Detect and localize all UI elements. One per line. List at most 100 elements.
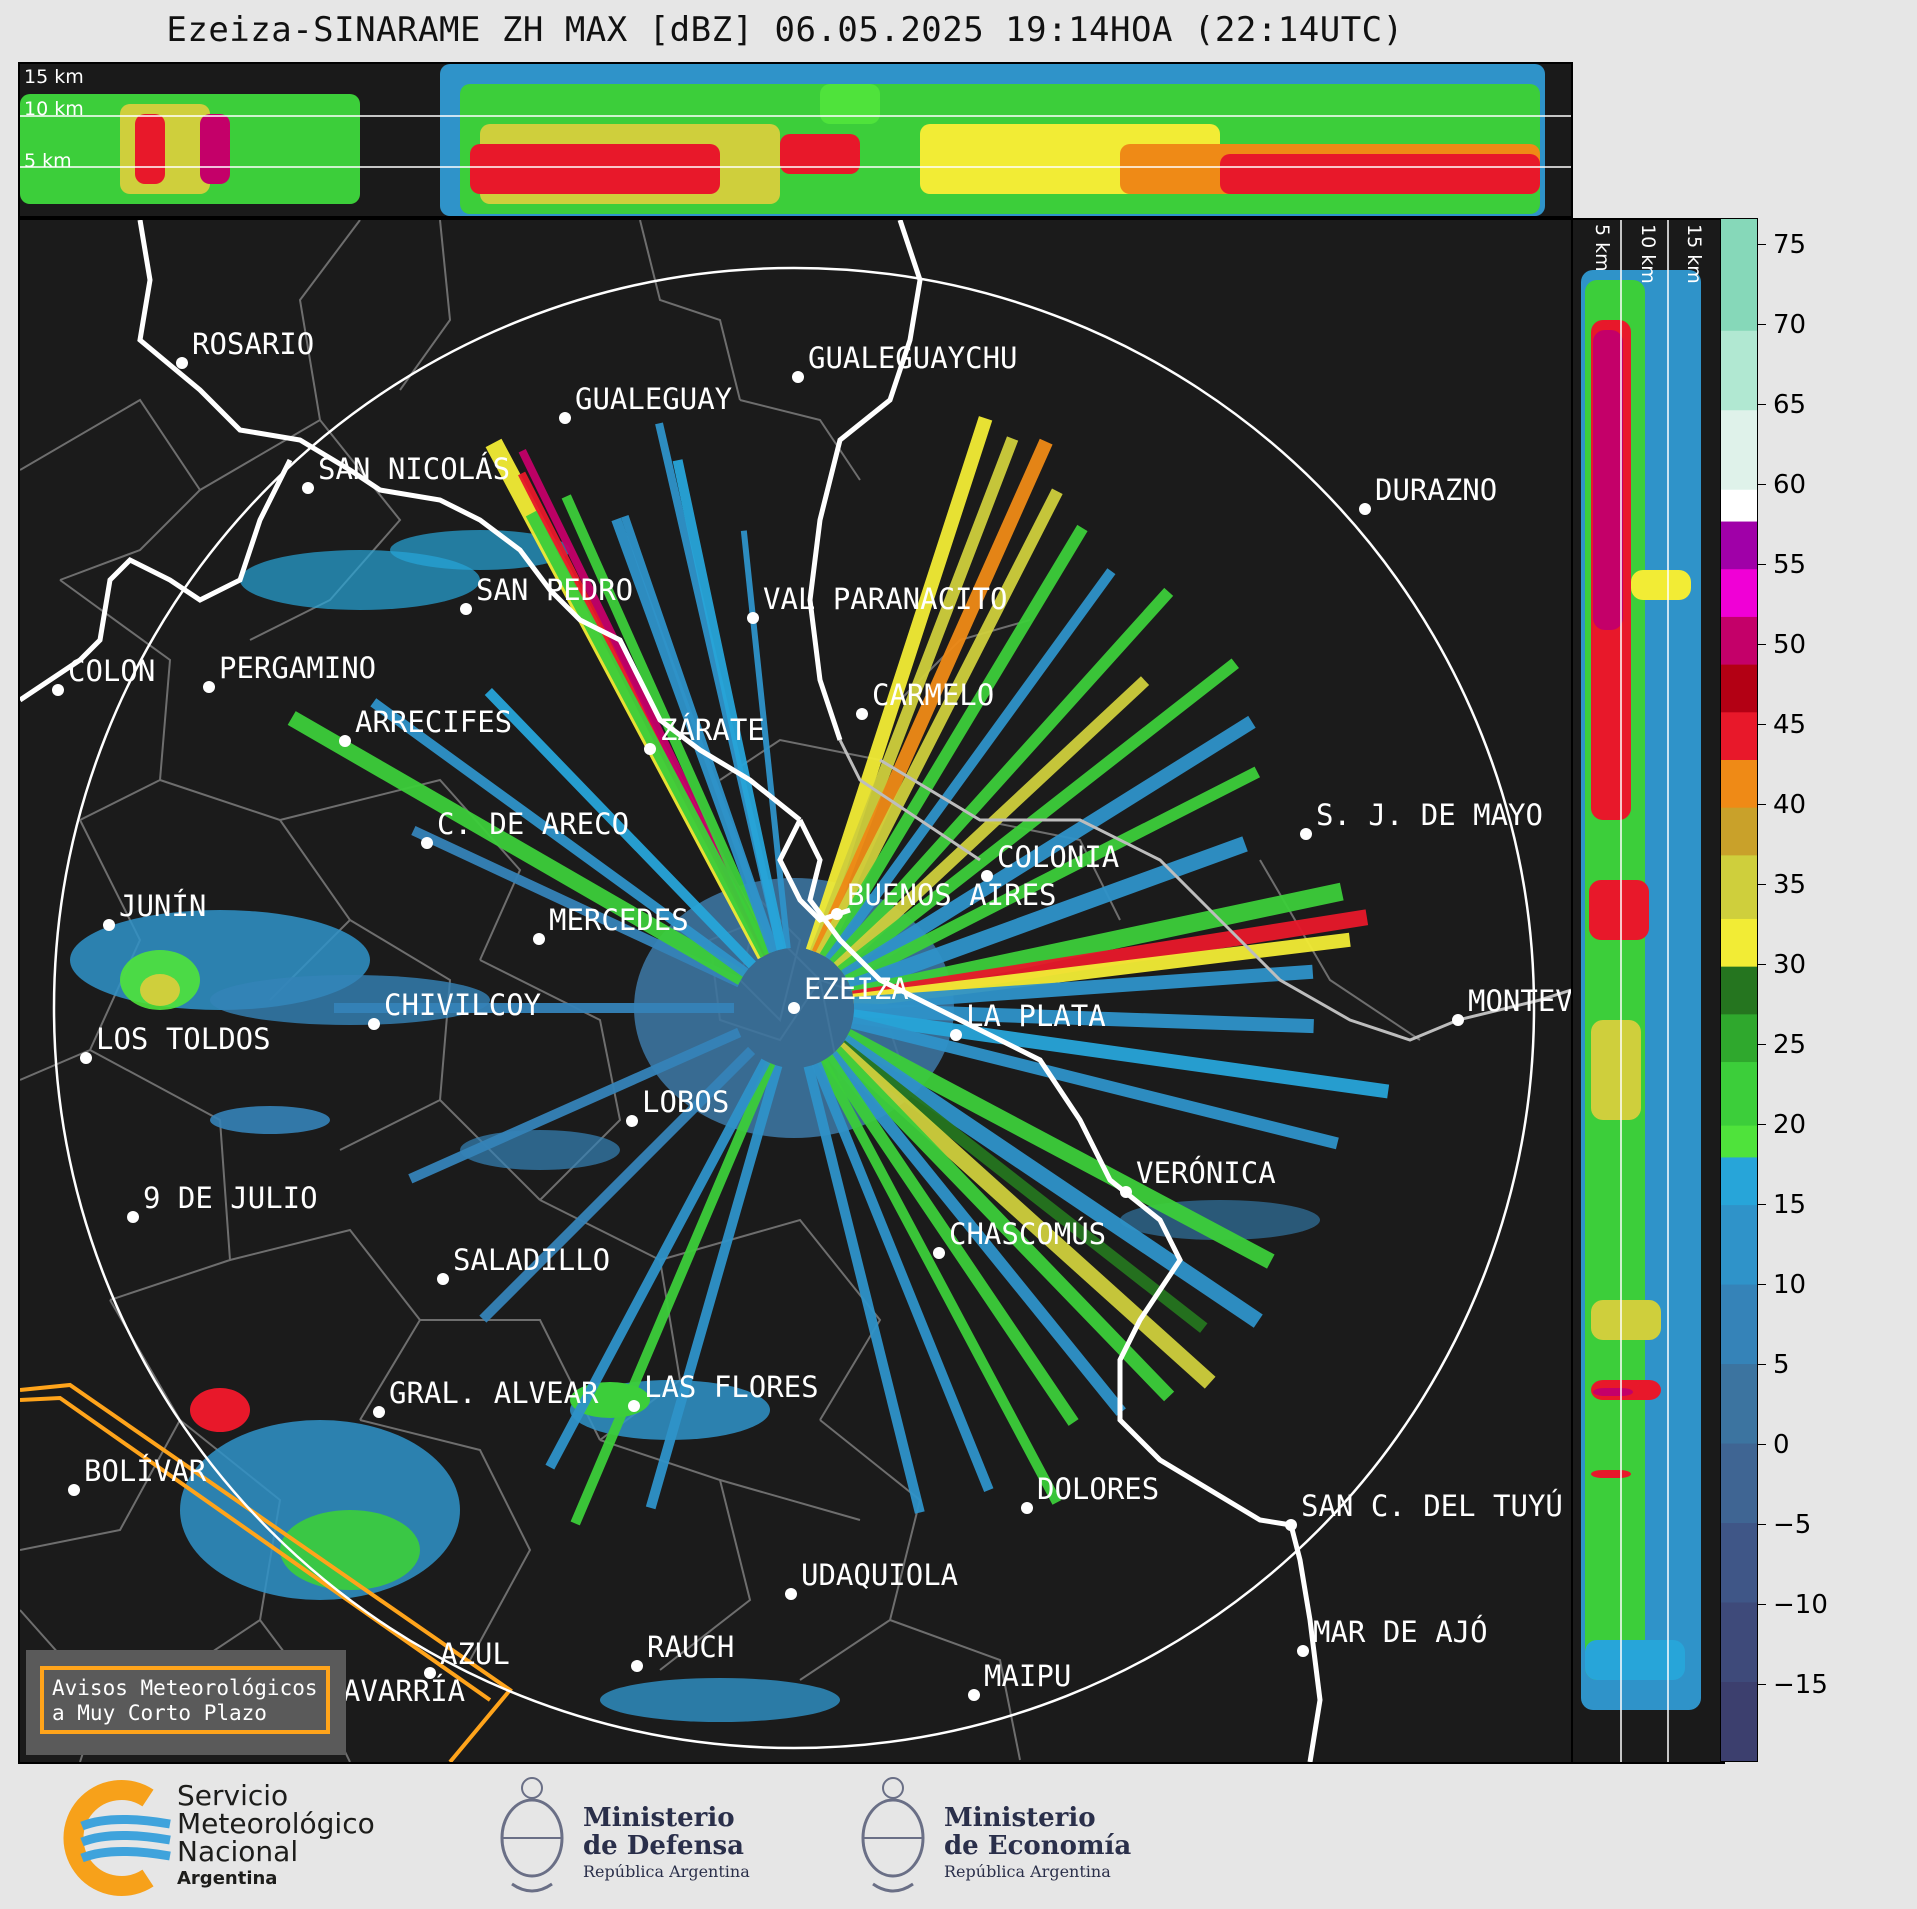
echo-area: [240, 550, 480, 610]
echo-spoke: [370, 698, 749, 977]
colorbar-band: [1721, 1363, 1757, 1444]
city-label: DURAZNO: [1375, 473, 1498, 507]
city-dot: [644, 743, 656, 755]
colorbar-band: [1721, 1061, 1757, 1126]
echo-area: [600, 1678, 840, 1722]
echo-spoke: [847, 836, 1248, 995]
economia-logo-text: Ministerio de Economía República Argenti…: [944, 1804, 1131, 1881]
admin-boundary: [719, 1479, 861, 1521]
city-dot: [1359, 503, 1371, 515]
admin-boundary: [59, 579, 172, 821]
radar-map[interactable]: ROSARIO GUALEGUAYCHU GUALEGUAY SAN NICOL…: [18, 218, 1573, 1764]
echo-area: [140, 974, 180, 1006]
cross-section-echo: [470, 144, 720, 194]
city-dot: [533, 933, 545, 945]
avisos-button[interactable]: Avisos Meteorológicos a Muy Corto Plazo: [26, 1650, 346, 1755]
city-label: CHASCOMÚS: [949, 1217, 1107, 1251]
colorbar-tick-label: 35: [1773, 870, 1807, 900]
colorbar-band: [1721, 1681, 1757, 1762]
city-label: GRAL. ALVEAR: [389, 1376, 599, 1410]
defensa-logo-text: Ministerio de Defensa República Argentin…: [583, 1804, 750, 1881]
coastline: [807, 220, 923, 741]
colorbar-tick-label: 10: [1773, 1270, 1807, 1300]
colorbar-band: [1721, 1602, 1757, 1683]
avisos-line1: Avisos Meteorológicos: [52, 1676, 318, 1700]
smn-line4: Argentina: [177, 1868, 278, 1889]
smn-logo-text: Servicio Meteorológico Nacional Argentin…: [177, 1782, 375, 1890]
cross-section-echo: [135, 114, 165, 184]
colorbar-tick-label: −10: [1773, 1590, 1828, 1620]
colorbar-tick-label: 15: [1773, 1190, 1807, 1220]
city-dot: [933, 1247, 945, 1259]
echo-spoke: [287, 711, 747, 985]
city-label: GUALEGUAYCHU: [808, 341, 1018, 375]
cross-section-echo: [1585, 1640, 1685, 1680]
echo-spoke: [811, 1061, 994, 1493]
colorbar-tick-label: 25: [1773, 1030, 1807, 1060]
warning-area-outline: [20, 1382, 513, 1762]
cross-section-echo: [1591, 1020, 1641, 1120]
colorbar-band: [1721, 1125, 1757, 1158]
right-height-cross-section: 5 km 10 km 15 km: [1569, 218, 1725, 1764]
city-dot: [747, 612, 759, 624]
city-dot: [302, 482, 314, 494]
echo-spoke: [825, 568, 1116, 963]
admin-boundary: [20, 1299, 182, 1551]
echo-spoke: [837, 1040, 1208, 1333]
coastline: [137, 220, 802, 822]
city-dot: [1120, 1186, 1132, 1198]
echo-spoke: [408, 1027, 742, 1184]
city-label: MAR DE AJÓ: [1313, 1615, 1488, 1649]
city-label: BOLÍVAR: [84, 1454, 207, 1488]
coastline: [777, 818, 851, 923]
city-label: SAN PEDRO: [476, 573, 634, 607]
colorbar-tick-label: 40: [1773, 790, 1807, 820]
city-dot: [68, 1484, 80, 1496]
city-dot: [203, 681, 215, 693]
city-label: COLONIA: [997, 840, 1120, 874]
echo-spoke: [841, 715, 1256, 983]
city-label: SAN C. DEL TUYÚ: [1301, 1489, 1563, 1523]
echo-spoke: [479, 1046, 756, 1323]
map-title: Ezeiza-SINARAME ZH MAX [dBZ] 06.05.2025 …: [166, 10, 1404, 50]
colorbar-band: [1721, 330, 1757, 411]
height-label-10km: 10 km: [24, 98, 84, 120]
echo-spoke: [803, 1065, 925, 1514]
echo-spoke: [853, 1003, 1314, 1034]
city-dot: [1300, 828, 1312, 840]
echo-spoke: [852, 932, 1351, 1008]
city-label: SAN NICOLÁS: [318, 452, 511, 486]
smn-line3: Nacional: [177, 1835, 299, 1868]
radar-map-graphic: [20, 220, 1571, 1762]
city-label: S. J. DE MAYO: [1316, 798, 1543, 832]
colorbar-tick-label: −5: [1773, 1510, 1812, 1540]
echo-spoke: [829, 587, 1174, 968]
colorbar-band: [1721, 966, 1757, 1015]
city-dot: [785, 1588, 797, 1600]
coastline: [797, 818, 1323, 1762]
avisos-box[interactable]: Avisos Meteorológicos a Muy Corto Plazo: [40, 1666, 330, 1734]
echo-spoke: [850, 1016, 1339, 1150]
city-label: ARRECIFES: [355, 705, 513, 739]
colorbar-band: [1721, 1204, 1757, 1285]
city-dot: [788, 1002, 800, 1014]
river-line: [838, 739, 981, 862]
colorbar-tick-label: 30: [1773, 950, 1807, 980]
echo-spoke: [484, 688, 756, 969]
city-dot: [559, 412, 571, 424]
height-label-15km: 15 km: [1683, 224, 1705, 284]
cross-section-echo: [1591, 1470, 1631, 1478]
echo-spoke: [839, 1034, 1263, 1328]
city-dot: [631, 1660, 643, 1672]
city-dot: [981, 870, 993, 882]
city-label: UDAQUIOLA: [801, 1558, 959, 1592]
city-dot: [968, 1689, 980, 1701]
echo-spoke: [815, 488, 1063, 958]
colorbar-tick-label: −15: [1773, 1670, 1828, 1700]
cross-section-echo: [780, 134, 860, 174]
colorbar-band: [1721, 1443, 1757, 1524]
dbz-colorbar: [1720, 218, 1758, 1762]
coat-of-arms-icon: [861, 1777, 925, 1893]
echo-spoke: [844, 766, 1261, 987]
cross-section-echo: [820, 84, 880, 124]
